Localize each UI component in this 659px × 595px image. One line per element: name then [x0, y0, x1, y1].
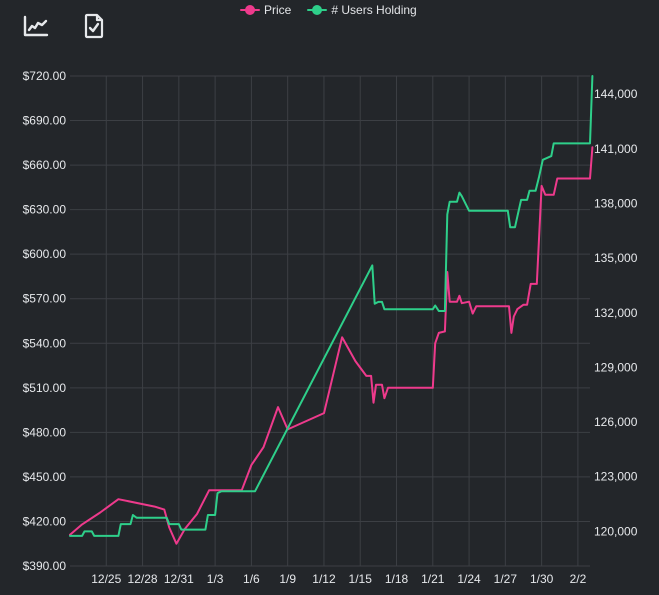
y-right-tick-label: 120,000	[594, 524, 638, 538]
document-check-icon	[84, 13, 104, 39]
y-left-tick-label: $630.00	[23, 203, 67, 217]
y-left-tick-label: $510.00	[23, 381, 67, 395]
x-tick-label: 1/24	[457, 572, 481, 586]
y-right-tick-label: 126,000	[594, 415, 638, 429]
x-tick-label: 1/9	[279, 572, 296, 586]
x-tick-label: 1/6	[243, 572, 260, 586]
chart-view-button[interactable]	[22, 12, 50, 40]
y-right-tick-label: 141,000	[594, 142, 638, 156]
y-left-tick-label: $390.00	[23, 559, 67, 573]
y-left-tick-label: $450.00	[23, 470, 67, 484]
x-tick-label: 12/31	[164, 572, 194, 586]
y-right-tick-label: 132,000	[594, 306, 638, 320]
legend-item-users[interactable]: # Users Holding	[307, 3, 417, 17]
x-tick-label: 1/15	[349, 572, 373, 586]
y-right-tick-label: 138,000	[594, 197, 638, 211]
x-tick-label: 2/2	[570, 572, 587, 586]
price-legend-swatch	[240, 4, 260, 16]
y-right-tick-label: 123,000	[594, 470, 638, 484]
report-button[interactable]	[80, 12, 108, 40]
y-left-tick-label: $420.00	[23, 514, 67, 528]
y-left-tick-label: $540.00	[23, 336, 67, 350]
y-left-tick-label: $720.00	[23, 69, 67, 83]
chart-legend: Price # Users Holding	[240, 3, 417, 17]
x-tick-label: 12/25	[91, 572, 121, 586]
x-tick-label: 12/28	[128, 572, 158, 586]
users-legend-swatch	[307, 4, 328, 16]
legend-item-price[interactable]: Price	[240, 3, 291, 17]
line-chart-icon	[23, 15, 49, 37]
x-tick-label: 1/12	[312, 572, 336, 586]
y-left-tick-label: $660.00	[23, 158, 67, 172]
toolbar	[22, 12, 108, 40]
y-right-tick-label: 135,000	[594, 251, 638, 265]
legend-label-users: # Users Holding	[331, 3, 417, 17]
x-tick-label: 1/30	[530, 572, 554, 586]
y-left-tick-label: $480.00	[23, 425, 67, 439]
x-tick-label: 1/21	[421, 572, 445, 586]
price-series-line	[69, 146, 594, 545]
x-tick-label: 1/27	[494, 572, 518, 586]
x-tick-label: 1/3	[207, 572, 224, 586]
users-series-line	[69, 75, 594, 537]
y-left-tick-label: $570.00	[23, 292, 67, 306]
y-left-tick-label: $600.00	[23, 247, 67, 261]
y-left-tick-label: $690.00	[23, 114, 67, 128]
x-tick-label: 1/18	[385, 572, 409, 586]
legend-label-price: Price	[264, 3, 292, 17]
y-right-tick-label: 144,000	[594, 87, 638, 101]
y-right-tick-label: 129,000	[594, 360, 638, 374]
